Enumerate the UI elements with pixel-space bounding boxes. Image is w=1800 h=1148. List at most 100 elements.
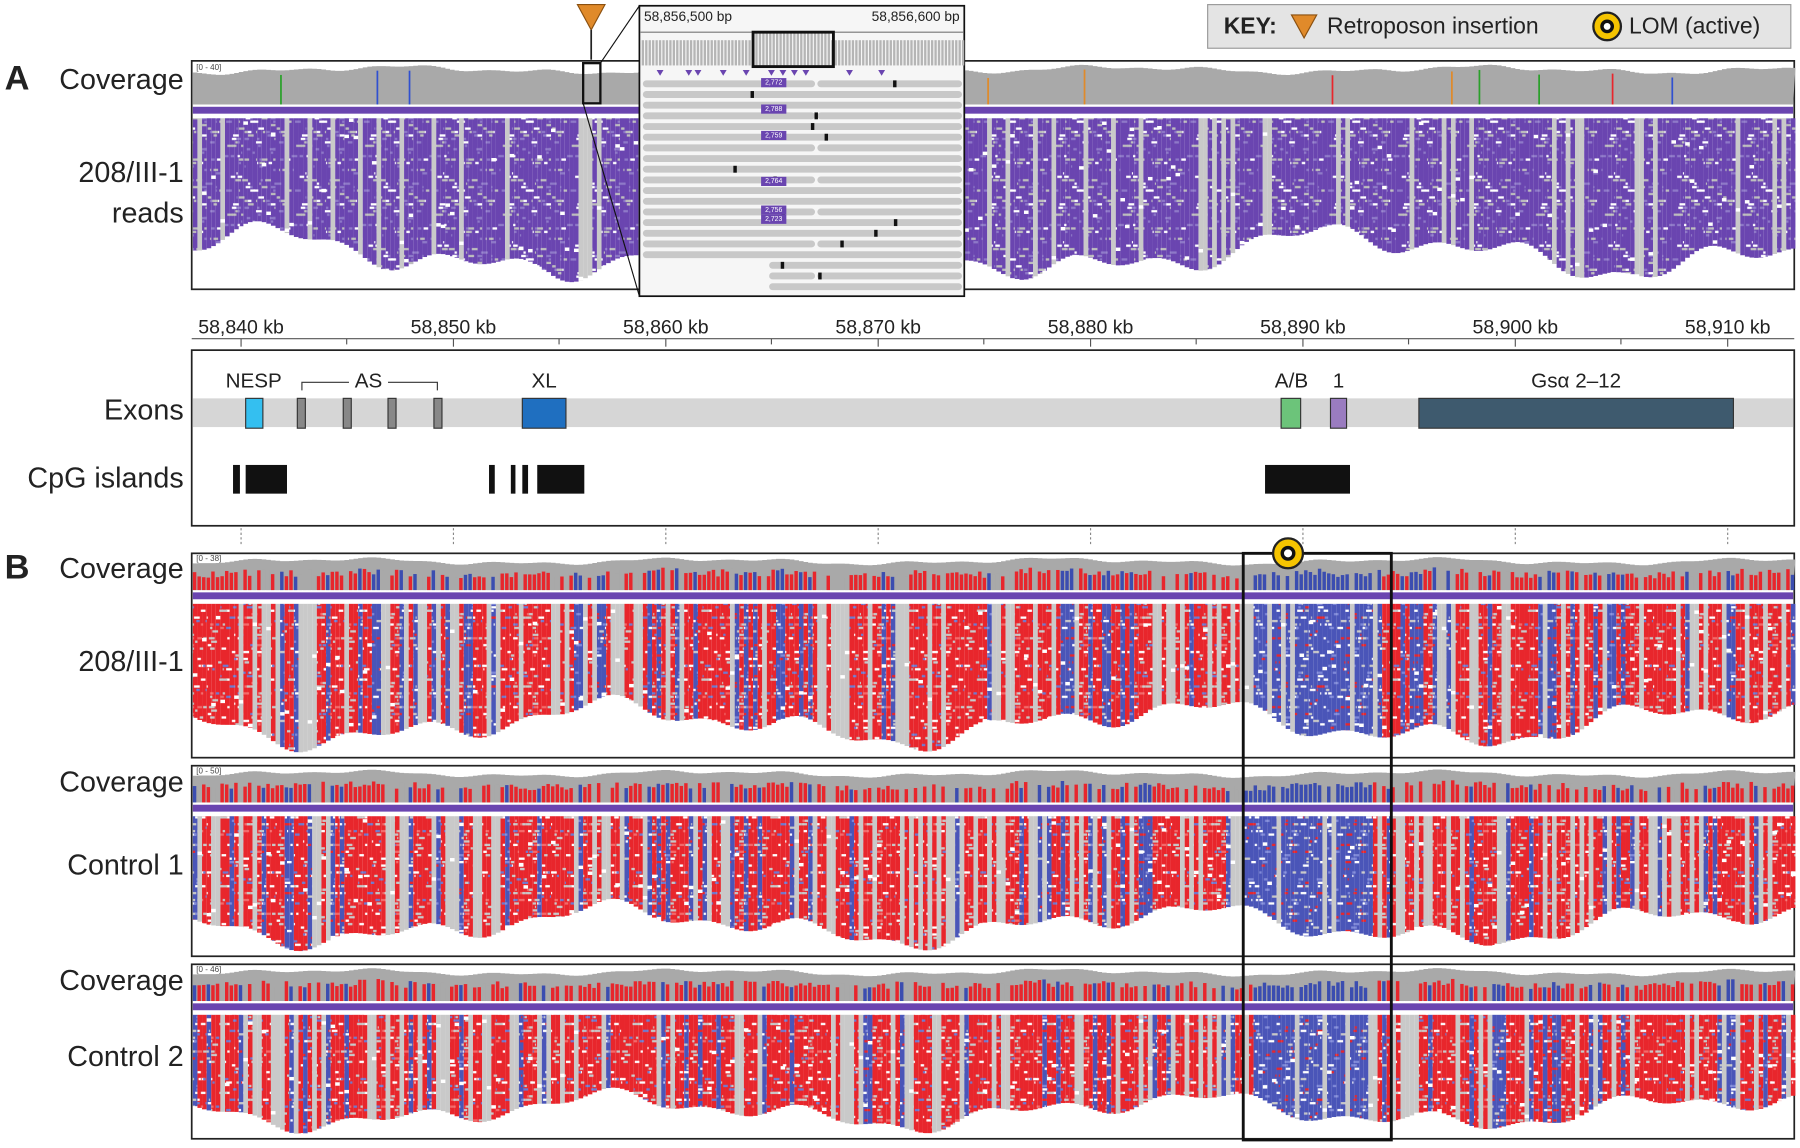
read-column (1060, 118, 1066, 259)
coverage-bar (1405, 782, 1409, 803)
read-column (1451, 1014, 1456, 1118)
read-column (991, 1014, 997, 1109)
read-column (445, 118, 450, 255)
coverage-bar (477, 786, 481, 803)
read-column (1267, 118, 1272, 235)
read-column (1161, 603, 1167, 705)
coverage-bar (1051, 569, 1055, 591)
insertion-size: 2,759 (765, 132, 782, 139)
read-column (358, 118, 363, 255)
coverage-bar (362, 784, 367, 803)
read-column (776, 816, 781, 923)
coverage-bar (964, 573, 968, 591)
coverage-bar (647, 786, 651, 803)
read-column (1304, 1014, 1309, 1121)
coverage-bar (1790, 984, 1795, 1002)
read-column (261, 816, 267, 936)
read-column (1767, 1014, 1773, 1106)
coverage-bar (289, 787, 293, 803)
read-column (348, 816, 354, 934)
coverage-bar (1685, 788, 1689, 803)
coverage-bar (863, 573, 867, 591)
coverage-bar (890, 576, 895, 591)
coverage-bar (647, 570, 651, 591)
inset-read (642, 123, 962, 130)
read-column (831, 1014, 836, 1119)
read-column (1203, 118, 1208, 271)
read-column (1010, 118, 1015, 279)
coverage-bar (1157, 984, 1161, 1002)
coverage-bar (1212, 988, 1216, 1002)
coverage-bar (197, 985, 201, 1002)
read-column (606, 816, 611, 900)
coverage-bar (1547, 987, 1551, 1002)
read-column (206, 816, 212, 925)
coverage-bar (982, 987, 987, 1002)
read-column (675, 816, 680, 923)
read-column (1602, 1014, 1608, 1101)
read-column (1533, 118, 1539, 249)
read-column (362, 118, 368, 258)
coverage-bar (211, 985, 215, 1002)
coverage-bar (1483, 987, 1487, 1002)
read-column (284, 603, 290, 750)
read-column (1170, 1014, 1176, 1095)
coverage-bar (348, 986, 353, 1002)
coverage-bar (1345, 981, 1349, 1002)
coverage-bar (973, 983, 977, 1002)
coverage-bar (385, 785, 390, 803)
read-column (427, 1014, 432, 1110)
coverage-bar (932, 574, 936, 591)
read-column (417, 603, 423, 724)
coverage-bar (1395, 573, 1400, 591)
coverage-bar (1740, 984, 1744, 1002)
coverage-bar (1735, 783, 1740, 803)
coverage-bar (1014, 984, 1019, 1002)
read-column (1616, 1014, 1621, 1096)
coverage-bar (688, 788, 693, 803)
read-column (1703, 118, 1709, 247)
coverage-bar (1400, 576, 1404, 591)
read-column (564, 816, 570, 916)
read-column (436, 603, 441, 723)
inset-focus (751, 30, 835, 69)
read-column (1382, 1014, 1387, 1123)
read-column (1593, 816, 1598, 921)
read-column (592, 1014, 597, 1093)
read-column (491, 1014, 496, 1120)
read-column (367, 603, 372, 734)
cpg (245, 464, 287, 494)
coverage-bar (1276, 575, 1280, 591)
coverage-bar (261, 787, 266, 803)
read-column (528, 816, 533, 919)
coverage-bar (1703, 785, 1708, 803)
coverage-bar (1607, 574, 1611, 591)
coverage-bar (978, 571, 982, 591)
read-column (1198, 603, 1204, 708)
read-column (1253, 603, 1259, 706)
read-column (551, 816, 556, 918)
coverage-bar (610, 571, 615, 591)
read-column (238, 1014, 244, 1113)
strand-bar (192, 1003, 1794, 1011)
coverage-bar (991, 788, 996, 803)
coverage-bar (1653, 788, 1657, 803)
read-column (1414, 603, 1419, 728)
tick-label: 58,840 kb (198, 316, 284, 338)
read-column (601, 118, 607, 267)
read-column (1657, 1014, 1663, 1104)
coverage-bar (495, 981, 500, 1002)
read-column (1561, 816, 1566, 939)
coverage-bar (1267, 985, 1271, 1002)
coverage-bar (1203, 788, 1207, 803)
read-column (1299, 816, 1305, 936)
read-column (748, 1014, 754, 1117)
zoom-line (599, 5, 640, 64)
read-column (1299, 118, 1305, 235)
read-column (500, 603, 506, 730)
coverage-bar (734, 573, 739, 591)
inset-read (817, 176, 962, 184)
coverage-bar (798, 983, 803, 1002)
read-column (766, 1014, 772, 1113)
read-column (1180, 1014, 1185, 1096)
